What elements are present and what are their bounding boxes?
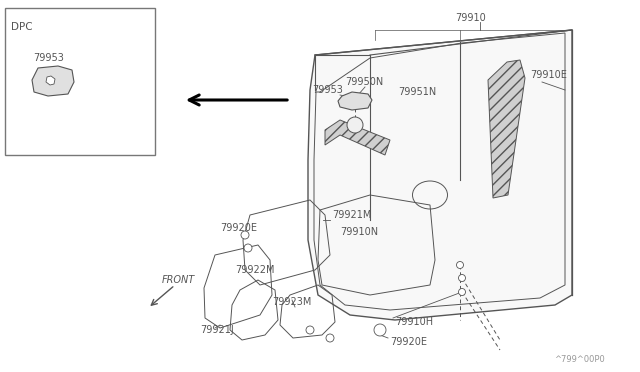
Polygon shape	[488, 60, 525, 198]
Circle shape	[241, 231, 249, 239]
Polygon shape	[308, 30, 572, 320]
Polygon shape	[32, 66, 74, 96]
Circle shape	[456, 262, 463, 269]
Circle shape	[458, 289, 465, 295]
Bar	[5, 8, 155, 155]
Text: DPC: DPC	[11, 22, 33, 32]
Circle shape	[326, 334, 334, 342]
Circle shape	[347, 117, 363, 133]
Text: 79922M: 79922M	[235, 265, 275, 275]
Text: 79910: 79910	[455, 13, 486, 23]
Text: 79953: 79953	[312, 85, 343, 95]
Circle shape	[244, 244, 252, 252]
Polygon shape	[46, 76, 55, 85]
Text: 79910H: 79910H	[395, 317, 433, 327]
Text: 79950N: 79950N	[345, 77, 383, 87]
Text: 79923M: 79923M	[272, 297, 312, 307]
Text: 79920E: 79920E	[220, 223, 257, 233]
Text: 79953: 79953	[33, 53, 64, 63]
Text: ^799^00P0: ^799^00P0	[554, 356, 605, 365]
Polygon shape	[338, 92, 372, 110]
Circle shape	[374, 324, 386, 336]
Text: 79951N: 79951N	[398, 87, 436, 97]
Circle shape	[306, 326, 314, 334]
Text: 79920E: 79920E	[390, 337, 427, 347]
Text: 79921J: 79921J	[200, 325, 234, 335]
Text: 79910N: 79910N	[340, 227, 378, 237]
Text: FRONT: FRONT	[162, 275, 195, 285]
Circle shape	[458, 275, 465, 282]
Text: 79910E: 79910E	[530, 70, 567, 80]
Polygon shape	[325, 120, 390, 155]
Text: 79921M: 79921M	[332, 210, 371, 220]
